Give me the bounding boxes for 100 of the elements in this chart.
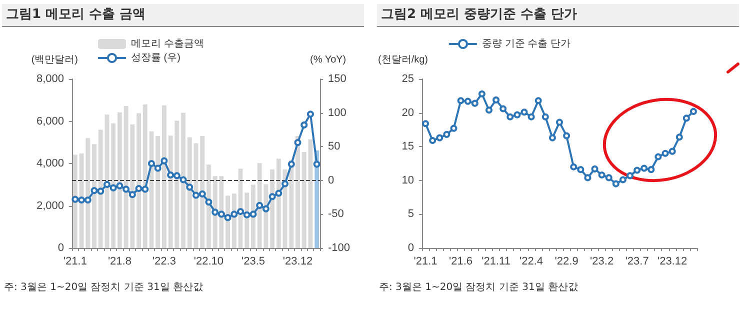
y-tick-label: 10 [402, 174, 414, 186]
bar [181, 112, 186, 248]
bar [187, 137, 192, 248]
x-tick-label: '23.5 [241, 256, 265, 268]
point [570, 163, 578, 170]
point [464, 98, 472, 105]
y-tick-label: 8,000 [36, 73, 64, 85]
point [282, 180, 289, 188]
point [648, 166, 655, 174]
point [612, 180, 620, 188]
point [243, 211, 250, 218]
y-tick-label: 6,000 [36, 115, 64, 128]
text: 주: 3월은 1~20일 잠정치 기준 31일 환산값 [4, 281, 203, 294]
x-tick-label: '22.10 [194, 256, 224, 268]
point [160, 157, 168, 164]
point [268, 193, 276, 200]
x-tick-label: '23.2 [590, 256, 614, 268]
x-tick-label: '23.12 [658, 256, 688, 268]
point [180, 176, 187, 184]
point [142, 186, 149, 193]
point [548, 134, 556, 142]
point [192, 192, 200, 199]
point [634, 166, 641, 174]
point [275, 190, 282, 197]
y-tick-label: 4,000 [36, 158, 64, 170]
point [668, 148, 676, 155]
point [500, 105, 507, 112]
bar [117, 112, 122, 248]
point [154, 164, 162, 172]
point [237, 208, 244, 215]
point [563, 132, 570, 140]
x-tick-label: '21.8 [108, 256, 132, 268]
chart-title: 그림1 메모리 수출 금액 [2, 4, 364, 27]
bar [142, 104, 148, 248]
point [654, 153, 662, 160]
point [471, 100, 478, 107]
point [626, 172, 634, 180]
x-tick-label: '21.1 [414, 256, 438, 268]
point [534, 97, 542, 104]
point [288, 160, 295, 168]
point [313, 160, 320, 168]
point [506, 113, 514, 120]
point [598, 171, 606, 178]
point [294, 139, 302, 146]
point [250, 210, 257, 218]
point [492, 96, 500, 104]
point [103, 180, 110, 188]
point [116, 182, 124, 190]
y-axis-title: (천달러/kg) [378, 54, 428, 66]
point [436, 134, 444, 142]
bar [111, 123, 116, 248]
point [690, 108, 697, 115]
y-axis-title: (백만달러) [31, 54, 78, 66]
point [167, 171, 174, 178]
bar [72, 154, 78, 248]
point [443, 130, 450, 138]
point [198, 190, 206, 198]
point [591, 165, 598, 172]
chart-title: 그림2 메모리 중량기준 수출 단가 [377, 4, 739, 27]
point [148, 160, 155, 167]
y-tick-label: 0 [408, 242, 414, 254]
point [230, 210, 238, 218]
y2-tick-label: 50 [328, 140, 340, 153]
point [422, 120, 430, 128]
point [84, 196, 92, 204]
y-tick-label: 15 [402, 140, 414, 153]
point [262, 205, 270, 212]
point [97, 188, 104, 195]
point [135, 185, 142, 192]
y-tick-label: 2,000 [36, 200, 64, 212]
bar [162, 105, 166, 248]
point [429, 137, 436, 144]
point [90, 187, 98, 194]
x-tick-label: '22.3 [152, 256, 176, 268]
x-tick-label: '22.4 [520, 256, 544, 268]
point [450, 124, 458, 132]
point [520, 108, 528, 116]
bar [156, 136, 160, 248]
x-tick-label: '21.6 [449, 256, 473, 268]
bar [92, 144, 96, 248]
point [78, 196, 86, 204]
legend-label: 중량 기준 수출 단가 [482, 38, 570, 50]
point [173, 172, 180, 180]
point [662, 150, 669, 157]
point [256, 202, 264, 209]
point [205, 198, 212, 206]
y-tick-label: 5 [408, 208, 414, 220]
point [577, 166, 584, 174]
x-tick-label: '22.9 [554, 256, 578, 268]
point [110, 184, 117, 192]
point [682, 114, 690, 122]
y2-tick-label: 0 [328, 174, 334, 186]
point [584, 174, 592, 182]
point [212, 208, 219, 216]
y-tick-label: 20 [402, 106, 414, 119]
point [72, 196, 79, 203]
point [605, 174, 612, 182]
x-tick-label: '23.7 [625, 256, 649, 268]
legend-label: 성장률 (우) [131, 52, 180, 64]
point [128, 191, 136, 198]
